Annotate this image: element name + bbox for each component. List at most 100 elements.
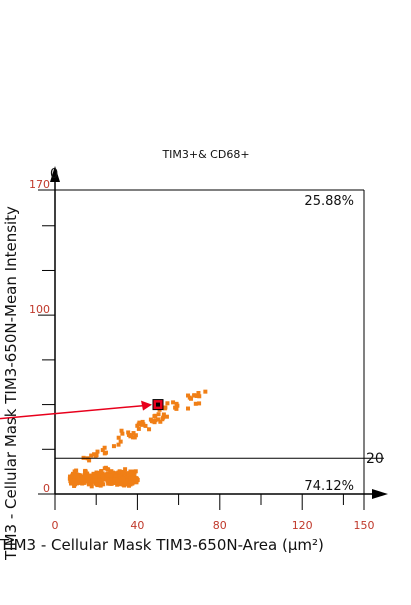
data-point bbox=[92, 478, 97, 483]
x-axis-arrow bbox=[372, 489, 388, 499]
data-point bbox=[118, 471, 123, 476]
data-point bbox=[186, 406, 191, 411]
x-tick-label: 120 bbox=[292, 519, 313, 532]
data-point bbox=[120, 469, 125, 474]
data-point bbox=[192, 393, 197, 398]
x-tick-label: 0 bbox=[52, 519, 59, 532]
data-point bbox=[164, 414, 169, 419]
data-point bbox=[84, 474, 89, 479]
data-point bbox=[174, 401, 179, 406]
data-point bbox=[153, 418, 158, 423]
data-point bbox=[74, 468, 79, 473]
data-point bbox=[162, 406, 167, 411]
data-point bbox=[126, 471, 131, 476]
data-point bbox=[126, 430, 131, 435]
data-point bbox=[149, 419, 154, 424]
x-tick-label: 150 bbox=[354, 519, 375, 532]
data-point bbox=[70, 474, 75, 479]
data-point bbox=[128, 474, 133, 479]
data-point bbox=[111, 444, 116, 449]
data-point bbox=[187, 395, 192, 400]
data-point bbox=[129, 433, 134, 438]
data-point bbox=[135, 423, 140, 428]
data-point bbox=[96, 475, 101, 480]
data-point bbox=[111, 478, 116, 483]
y-tick-label: 170 bbox=[29, 178, 50, 191]
data-point bbox=[126, 432, 131, 437]
data-point bbox=[95, 449, 100, 454]
y-axis-arrow bbox=[50, 166, 60, 182]
data-point bbox=[105, 473, 110, 478]
annotation-arrowhead bbox=[141, 400, 152, 411]
data-point bbox=[143, 423, 148, 428]
data-point bbox=[134, 480, 139, 485]
data-point bbox=[203, 389, 208, 394]
data-point bbox=[129, 471, 134, 476]
data-point bbox=[193, 401, 198, 406]
data-point bbox=[88, 473, 93, 478]
data-point bbox=[75, 473, 80, 478]
data-point bbox=[85, 478, 90, 483]
data-point bbox=[80, 481, 85, 486]
data-point bbox=[115, 478, 120, 483]
data-point bbox=[197, 401, 202, 406]
data-point bbox=[133, 477, 138, 482]
chart-title: TIM3+& CD68+ bbox=[161, 148, 249, 161]
data-point bbox=[108, 473, 113, 478]
data-point bbox=[102, 466, 107, 471]
data-point bbox=[87, 458, 92, 463]
data-point bbox=[77, 480, 82, 485]
data-point bbox=[165, 401, 170, 406]
data-point bbox=[94, 470, 99, 475]
data-point bbox=[71, 478, 76, 483]
y-axis-title: TIM3 - Cellular Mask TIM3-650N-Mean Inte… bbox=[2, 206, 20, 561]
data-point bbox=[103, 450, 108, 455]
data-point bbox=[100, 474, 105, 479]
data-point bbox=[128, 476, 133, 481]
x-tick-label: 40 bbox=[130, 519, 144, 532]
data-point bbox=[97, 478, 102, 483]
data-point bbox=[131, 478, 136, 483]
data-point bbox=[117, 478, 122, 483]
data-point bbox=[130, 481, 135, 486]
upper-quadrant-percentage: 25.88% bbox=[304, 194, 354, 209]
data-point bbox=[89, 477, 94, 482]
data-point bbox=[196, 391, 201, 396]
data-point bbox=[68, 479, 73, 484]
data-point bbox=[119, 428, 124, 433]
data-point bbox=[122, 483, 127, 488]
data-points bbox=[67, 389, 208, 489]
data-point bbox=[173, 405, 178, 410]
data-point bbox=[79, 477, 84, 482]
lower-quadrant-percentage: 74.12% bbox=[304, 479, 354, 494]
data-point bbox=[147, 427, 152, 432]
data-point bbox=[155, 417, 160, 422]
data-point bbox=[131, 431, 136, 436]
data-point bbox=[171, 400, 176, 405]
data-point bbox=[113, 473, 118, 478]
data-point bbox=[102, 445, 107, 450]
data-point bbox=[141, 422, 146, 427]
data-point bbox=[123, 481, 128, 486]
x-ticks: 0 40 80 120 150 bbox=[52, 494, 375, 532]
data-point bbox=[72, 483, 77, 488]
data-point bbox=[68, 475, 73, 480]
data-point bbox=[97, 480, 102, 485]
data-point bbox=[99, 469, 104, 474]
data-point bbox=[98, 483, 103, 488]
data-point bbox=[194, 393, 199, 398]
data-point bbox=[83, 468, 88, 473]
data-point bbox=[120, 431, 125, 436]
data-point bbox=[93, 474, 98, 479]
y-tick-label: 0 bbox=[43, 482, 50, 495]
data-point bbox=[96, 471, 101, 476]
data-point bbox=[117, 469, 122, 474]
data-point bbox=[118, 481, 123, 486]
data-point bbox=[153, 413, 158, 418]
data-point bbox=[70, 471, 75, 476]
annotation-arrow bbox=[0, 404, 145, 420]
data-point bbox=[85, 471, 90, 476]
y-tick-label: 100 bbox=[29, 303, 50, 316]
x-tick-label: 80 bbox=[213, 519, 227, 532]
